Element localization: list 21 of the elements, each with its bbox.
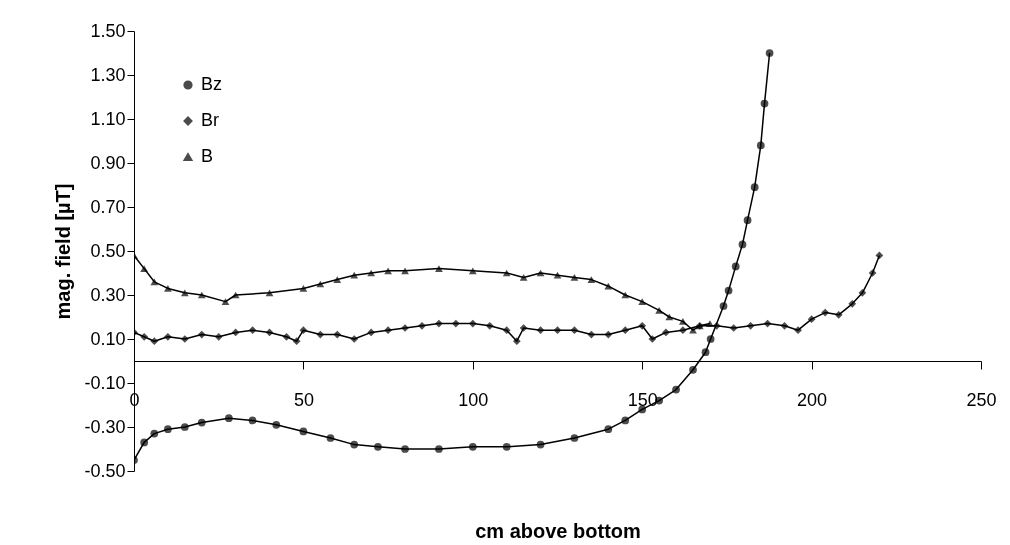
x-tick-label: 50 [293, 389, 314, 410]
y-tick-label: 0.50 [90, 240, 126, 261]
x-tick-label: 200 [797, 389, 828, 410]
legend-label: Bz [201, 74, 223, 94]
y-tick-label: 0.70 [90, 196, 126, 217]
y-tick-label: -0.10 [84, 372, 126, 393]
legend-label: Br [201, 110, 220, 130]
y-tick-label: -0.30 [84, 416, 126, 437]
y-axis-title: mag. field [µT] [52, 183, 75, 320]
y-tick-label: 1.30 [90, 64, 126, 85]
x-tick-label: 100 [458, 389, 489, 410]
y-tick-label: 0.30 [90, 284, 126, 305]
x-tick-label: 250 [966, 389, 997, 410]
y-tick-label: -0.50 [84, 460, 126, 481]
y-tick-label: 0.10 [90, 328, 126, 349]
legend-label: B [201, 146, 214, 166]
x-axis-title: cm above bottom [475, 519, 641, 542]
x-tick-label: 150 [627, 389, 658, 410]
y-tick-label: 0.90 [90, 152, 126, 173]
y-tick-label: 1.10 [90, 108, 126, 129]
y-tick-label: 1.50 [90, 20, 126, 41]
